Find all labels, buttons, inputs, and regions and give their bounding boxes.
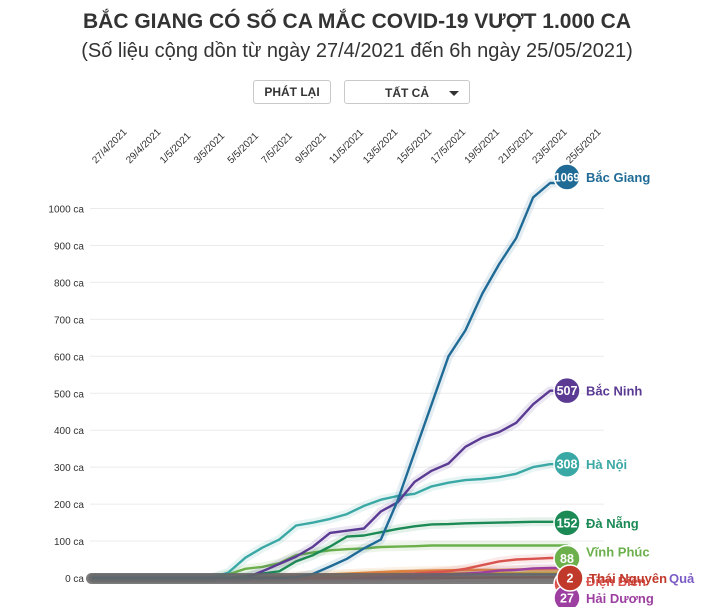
y-tick-label: 800 ca [54, 278, 84, 289]
end-value-badge [553, 509, 581, 537]
end-value-label: 152 [557, 516, 578, 530]
y-tick-label: 0 ca [65, 574, 84, 585]
series-name-label: Điện Biên [586, 574, 646, 589]
chart-subtitle: (Số liệu cộng dồn từ ngày 27/4/2021 đến … [81, 40, 633, 62]
series-name-label: Thái Nguyên [589, 571, 667, 586]
y-tick-label: 1000 ca [48, 205, 84, 216]
x-tick-label: 5/5/2021 [226, 131, 262, 167]
chevron-down-icon [449, 91, 459, 96]
end-value-badge [556, 564, 584, 592]
region-filter-select[interactable]: TẤT CẢ [344, 80, 470, 104]
x-tick-label: 15/5/2021 [395, 127, 435, 167]
series-name-label: Bắc Ninh [586, 384, 642, 399]
x-tick-label: 3/5/2021 [192, 131, 228, 167]
x-tick-label: 19/5/2021 [463, 127, 503, 167]
y-tick-label: 700 ca [54, 315, 84, 326]
x-tick-label: 21/5/2021 [497, 127, 537, 167]
x-tick-label: 11/5/2021 [327, 127, 366, 166]
y-tick-label: 100 ca [54, 537, 84, 548]
series-name-label: Hà Nội [586, 457, 627, 472]
series-name-label: Vĩnh Phúc [586, 544, 650, 559]
x-tick-label: 29/4/2021 [124, 127, 164, 167]
end-value-label: 2 [567, 572, 574, 586]
x-tick-label: 1/5/2021 [158, 131, 194, 167]
end-value-badge [553, 163, 581, 191]
x-tick-label: 17/5/2021 [429, 127, 469, 167]
x-tick-label: 7/5/2021 [260, 131, 296, 167]
x-tick-label: 13/5/2021 [361, 127, 401, 167]
region-filter-value: TẤT CẢ [385, 86, 429, 100]
y-tick-label: 500 ca [54, 389, 84, 400]
x-tick-label: 9/5/2021 [293, 131, 329, 167]
y-tick-label: 300 ca [54, 463, 84, 474]
end-value-label: 27 [560, 592, 574, 606]
chart-title: BẮC GIANG CÓ SỐ CA MẮC COVID-19 VƯỢT 1.0… [83, 10, 631, 33]
series-name-label: Bắc Giang [586, 170, 650, 185]
x-tick-label: 25/5/2021 [564, 127, 604, 167]
y-tick-label: 600 ca [54, 352, 84, 363]
end-value-badge [553, 450, 581, 478]
x-tick-label: 23/5/2021 [530, 127, 570, 167]
y-tick-label: 900 ca [54, 241, 84, 252]
x-tick-label: 27/4/2021 [90, 127, 130, 167]
y-tick-label: 400 ca [54, 426, 84, 437]
end-value-badge [553, 376, 581, 405]
series-name-label: Quả [669, 571, 695, 586]
end-value-label: 88 [560, 552, 574, 566]
replay-button[interactable]: PHÁT LẠI [253, 80, 331, 104]
series-name-label: Đà Nẵng [586, 516, 639, 531]
end-value-label: 308 [557, 458, 578, 472]
series-name-label: Hải Dương [586, 591, 654, 606]
y-tick-label: 200 ca [54, 500, 84, 511]
baseline-cluster [86, 573, 572, 584]
end-value-label: 1069 [554, 173, 580, 185]
end-value-label: 507 [557, 384, 578, 398]
